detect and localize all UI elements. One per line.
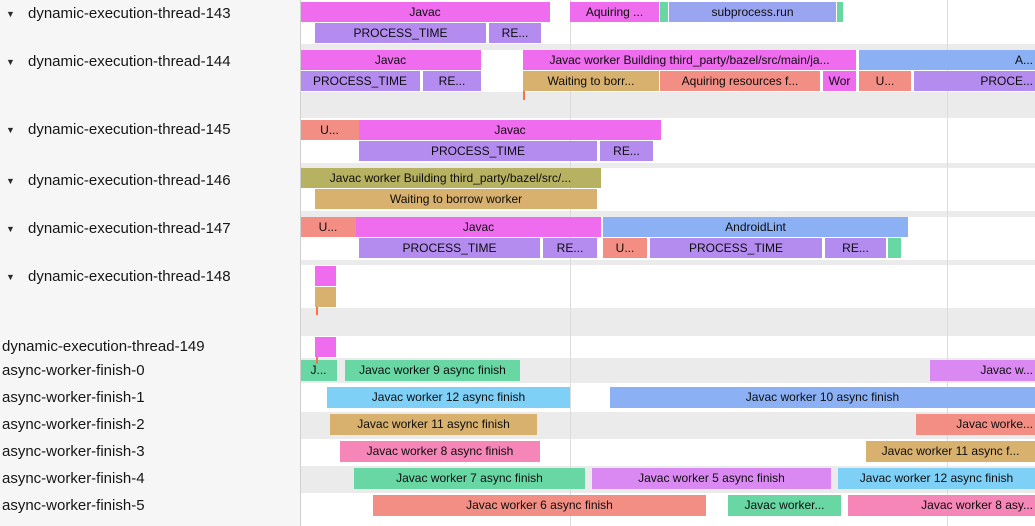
- timeline-slice[interactable]: Waiting to borrow worker: [315, 189, 597, 209]
- timeline-slice[interactable]: Javac: [300, 50, 481, 70]
- timeline-slice[interactable]: Javac worker 11 async f...: [866, 441, 1035, 462]
- timeline-slice[interactable]: Javac worker 8 async finish: [340, 441, 540, 462]
- timeline-slice[interactable]: RE...: [489, 23, 541, 43]
- expand-arrow-icon[interactable]: ▼: [6, 176, 15, 186]
- timeline-slice[interactable]: Javac worker 8 asy...: [848, 495, 1035, 516]
- track-label[interactable]: ▼ dynamic-execution-thread-143: [6, 4, 231, 24]
- expand-arrow-icon[interactable]: ▼: [6, 224, 15, 234]
- timeline-slice[interactable]: Javac worker 10 async finish: [610, 387, 1035, 408]
- timeline-slice[interactable]: [315, 287, 336, 307]
- timeline-slice[interactable]: Aquiring ...: [570, 2, 659, 22]
- expand-arrow-icon[interactable]: ▼: [6, 57, 15, 67]
- timeline-slice[interactable]: U...: [300, 217, 356, 237]
- timeline-slice[interactable]: RE...: [600, 141, 653, 161]
- timeline-slice[interactable]: J...: [300, 360, 337, 381]
- track-name: dynamic-execution-thread-149: [2, 338, 205, 355]
- timeline-slice[interactable]: A...: [859, 50, 1035, 70]
- track-name: dynamic-execution-thread-147: [28, 220, 231, 237]
- timeline-slice[interactable]: [888, 238, 901, 258]
- expand-arrow-icon[interactable]: ▼: [6, 272, 15, 282]
- timeline-slice[interactable]: RE...: [423, 71, 481, 91]
- timeline-slice[interactable]: PROCESS_TIME: [359, 141, 597, 161]
- track-label[interactable]: ▼ dynamic-execution-thread-145: [6, 120, 231, 140]
- track-label[interactable]: async-worker-finish-1: [2, 388, 145, 408]
- timeline-slice[interactable]: Javac worker 6 async finish: [373, 495, 706, 516]
- timeline-slice[interactable]: Javac: [359, 120, 661, 140]
- track-label[interactable]: dynamic-execution-thread-149: [2, 337, 205, 357]
- timeline-slice[interactable]: [837, 2, 843, 22]
- track-name: dynamic-execution-thread-148: [28, 268, 231, 285]
- track-name: async-worker-finish-1: [2, 389, 145, 406]
- track-background-stripe: [300, 44, 1035, 50]
- timeline-slice[interactable]: Javac w...: [930, 360, 1035, 381]
- timeline-slice[interactable]: Wor: [823, 71, 856, 91]
- track-label[interactable]: async-worker-finish-0: [2, 361, 145, 381]
- timeline-slice[interactable]: PROCESS_TIME: [300, 71, 420, 91]
- time-gridline: [570, 0, 571, 526]
- track-label[interactable]: async-worker-finish-3: [2, 442, 145, 462]
- timeline-slice[interactable]: PROCESS_TIME: [315, 23, 486, 43]
- timeline-slice[interactable]: Javac worke...: [916, 414, 1035, 435]
- track-name: async-worker-finish-4: [2, 470, 145, 487]
- timeline-slice[interactable]: Aquiring resources f...: [660, 71, 820, 91]
- track-label[interactable]: ▼ dynamic-execution-thread-147: [6, 219, 231, 239]
- track-name: async-worker-finish-2: [2, 416, 145, 433]
- expand-arrow-icon[interactable]: ▼: [6, 9, 15, 19]
- timeline-slice[interactable]: PROCESS_TIME: [650, 238, 822, 258]
- track-name: dynamic-execution-thread-146: [28, 172, 231, 189]
- instant-marker[interactable]: [316, 307, 318, 315]
- timeline-slice[interactable]: PROCESS_TIME: [359, 238, 540, 258]
- timeline-slice[interactable]: Javac worker Building third_party/bazel/…: [523, 50, 856, 70]
- track-background-stripe: [300, 308, 1035, 336]
- instant-marker[interactable]: [316, 357, 318, 364]
- track-label[interactable]: ▼ dynamic-execution-thread-144: [6, 52, 231, 72]
- timeline-slice[interactable]: Javac worker 5 async finish: [592, 468, 831, 489]
- timeline-slice[interactable]: AndroidLint: [603, 217, 908, 237]
- expand-arrow-icon[interactable]: ▼: [6, 125, 15, 135]
- instant-marker[interactable]: [523, 91, 525, 100]
- track-label[interactable]: ▼ dynamic-execution-thread-146: [6, 171, 231, 191]
- timeline-slice[interactable]: [315, 337, 336, 357]
- timeline-slice[interactable]: U...: [859, 71, 911, 91]
- track-label[interactable]: ▼ dynamic-execution-thread-148: [6, 267, 231, 287]
- track-label[interactable]: async-worker-finish-4: [2, 469, 145, 489]
- track-label[interactable]: async-worker-finish-5: [2, 496, 145, 516]
- track-background-stripe: [300, 211, 1035, 217]
- time-gridline: [947, 0, 948, 526]
- timeline-slice[interactable]: Javac worker 12 async finish: [838, 468, 1035, 489]
- timeline-slice[interactable]: Javac worker 7 async finish: [354, 468, 585, 489]
- track-name: async-worker-finish-3: [2, 443, 145, 460]
- track-name: dynamic-execution-thread-143: [28, 5, 231, 22]
- timeline-slice[interactable]: Waiting to borr...: [523, 71, 659, 91]
- track-name: async-worker-finish-0: [2, 362, 145, 379]
- timeline-slice[interactable]: subprocess.run: [669, 2, 836, 22]
- timeline-slice[interactable]: Javac worker 12 async finish: [327, 387, 570, 408]
- timeline-slice[interactable]: Javac: [356, 217, 601, 237]
- timeline-slice[interactable]: Javac: [300, 2, 550, 22]
- timeline-slice[interactable]: [315, 266, 336, 286]
- track-background-stripe: [300, 163, 1035, 168]
- timeline-slice[interactable]: Javac worker 9 async finish: [345, 360, 520, 381]
- timeline-slice[interactable]: RE...: [543, 238, 597, 258]
- track-name: async-worker-finish-5: [2, 497, 145, 514]
- track-background-stripe: [300, 92, 1035, 118]
- track-name-panel: ▼ dynamic-execution-thread-143 ▼ dynamic-ex…: [0, 0, 301, 526]
- timeline-slice[interactable]: Javac worker 11 async finish: [330, 414, 537, 435]
- track-name: dynamic-execution-thread-144: [28, 53, 231, 70]
- timeline-slice[interactable]: PROCE...: [914, 71, 1035, 91]
- track-background-stripe: [300, 260, 1035, 265]
- timeline-slice[interactable]: Javac worker Building third_party/bazel/…: [300, 168, 601, 188]
- track-name: dynamic-execution-thread-145: [28, 121, 231, 138]
- timeline-slice[interactable]: [660, 2, 668, 22]
- timeline-slice[interactable]: U...: [300, 120, 359, 140]
- timeline-slice[interactable]: U...: [603, 238, 647, 258]
- timeline-slice[interactable]: Javac worker...: [728, 495, 841, 516]
- timeline-slice[interactable]: RE...: [825, 238, 886, 258]
- track-label[interactable]: async-worker-finish-2: [2, 415, 145, 435]
